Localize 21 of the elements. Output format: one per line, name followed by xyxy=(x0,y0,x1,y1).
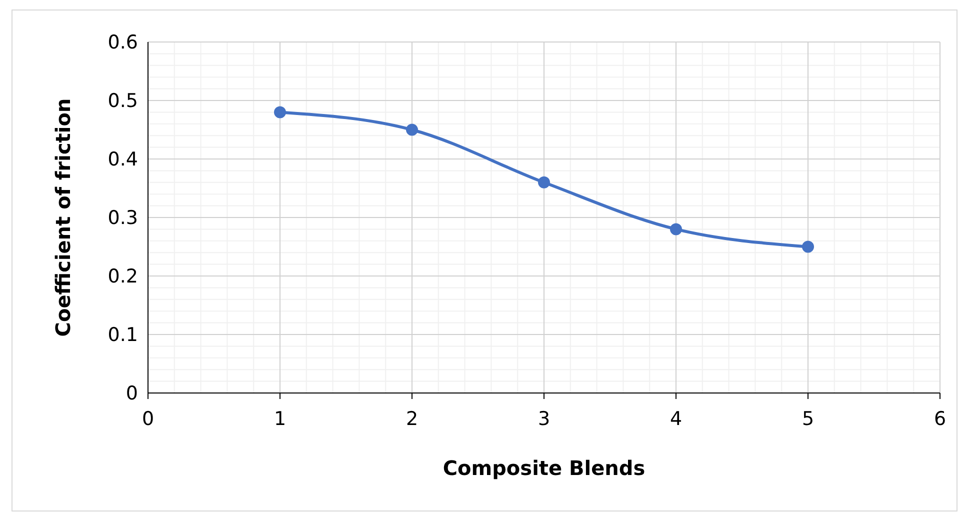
y-tick-label: 0.4 xyxy=(108,148,138,171)
y-tick-label: 0.2 xyxy=(108,266,138,288)
y-tick-label: 0.6 xyxy=(108,32,138,54)
x-tick-label: 4 xyxy=(670,408,682,430)
y-tick-label: 0.3 xyxy=(108,207,138,230)
x-tick-label: 0 xyxy=(142,408,154,430)
point xyxy=(406,124,418,136)
y-tick-label: 0.1 xyxy=(108,324,138,346)
point xyxy=(274,106,286,118)
y-tick-label: 0.5 xyxy=(108,90,138,112)
y-axis-title: Coefficient of friction xyxy=(51,98,75,337)
point xyxy=(802,240,814,253)
x-tick-label: 1 xyxy=(274,408,286,430)
x-tick-label: 2 xyxy=(406,408,418,430)
x-tick-label: 3 xyxy=(538,408,550,430)
point xyxy=(670,223,682,236)
y-tick-label: 0 xyxy=(126,382,138,405)
x-tick-label: 6 xyxy=(934,408,946,430)
x-tick-label: 5 xyxy=(802,408,814,430)
point xyxy=(538,176,550,188)
x-axis-title: Composite Blends xyxy=(442,456,646,480)
